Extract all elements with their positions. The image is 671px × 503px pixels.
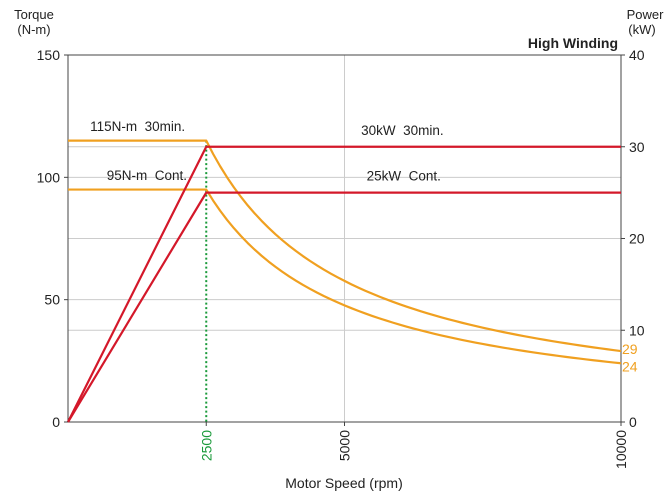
series-line-2	[67, 145, 621, 423]
annotation-1: 95N-m Cont.	[107, 168, 187, 183]
x-tick-label-2500: 2500	[198, 430, 214, 461]
y-right-tick-label-10: 10	[629, 322, 645, 338]
grid-lines	[68, 55, 621, 422]
y-left-tick-label-0: 0	[52, 414, 60, 430]
x-tick-label-5000: 5000	[337, 430, 353, 461]
chart-title: High Winding	[528, 35, 618, 51]
y-left-tick-label-100: 100	[37, 169, 61, 185]
annotation-2: 30kW 30min.	[361, 123, 444, 138]
end-label-29: 29	[622, 341, 638, 357]
y-left-axis-title-line1: Torque	[14, 7, 54, 22]
series-line-3	[67, 191, 621, 423]
series-group	[67, 139, 622, 423]
y-left-tick-label-50: 50	[44, 292, 60, 308]
x-axis-title: Motor Speed (rpm)	[285, 475, 402, 491]
x-tick-label-10000: 10000	[613, 430, 629, 469]
series-line-0	[68, 139, 622, 353]
y-right-tick-label-0: 0	[629, 414, 637, 430]
y-right-tick-label-30: 30	[629, 139, 645, 155]
y-right-tick-label-20: 20	[629, 231, 645, 247]
annotation-3: 25kW Cont.	[367, 169, 441, 184]
end-label-24: 24	[622, 358, 638, 374]
y-left-axis-title-line2: (N-m)	[17, 22, 50, 37]
series-line-1	[68, 188, 622, 365]
y-right-tick-label-40: 40	[629, 47, 645, 63]
annotation-0: 115N-m 30min.	[90, 119, 185, 134]
y-right-axis-title-line2: (kW)	[628, 22, 655, 37]
y-left-tick-label-150: 150	[37, 47, 61, 63]
y-right-axis-title-line1: Power	[627, 7, 665, 22]
